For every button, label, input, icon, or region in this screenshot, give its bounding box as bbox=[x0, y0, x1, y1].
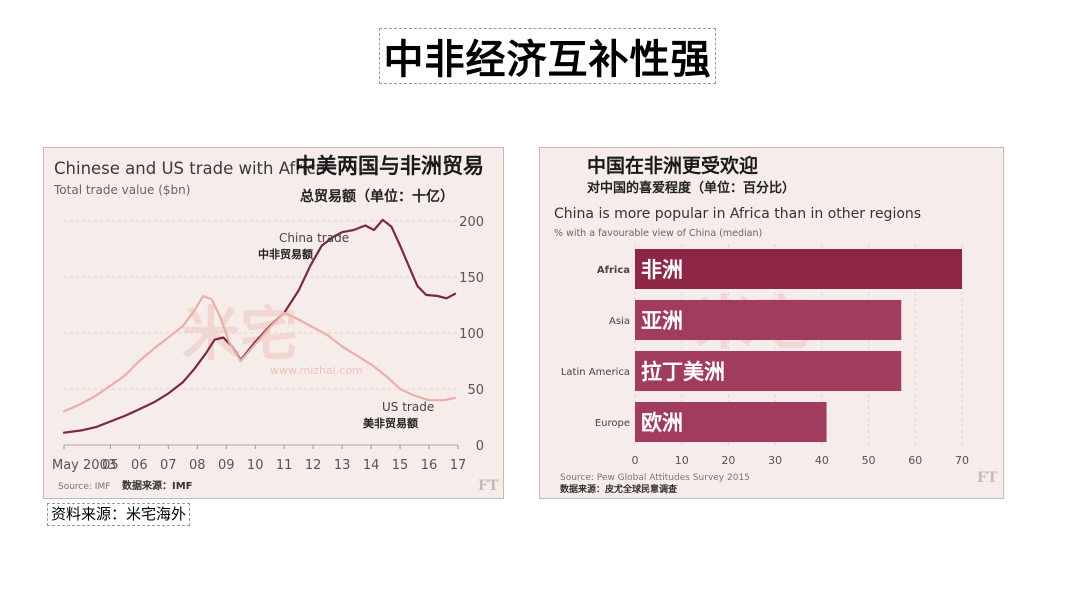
x-tick-label: 13 bbox=[334, 458, 351, 473]
y-axis-label: Total trade value ($bn) bbox=[53, 183, 190, 197]
bar-latin-america bbox=[635, 351, 902, 391]
x-tick-label: 14 bbox=[363, 458, 380, 473]
subtitle-cn: 对中国的喜爱程度（单位：百分比） bbox=[587, 180, 795, 196]
x-tick-label: 10 bbox=[675, 454, 689, 467]
x-tick-label: 40 bbox=[815, 454, 829, 467]
chart-title: Chinese and US trade with Africa bbox=[54, 159, 326, 178]
category-label-cn: 欧洲 bbox=[641, 411, 683, 435]
x-tick-label: 10 bbox=[247, 458, 264, 473]
x-tick-label: 05 bbox=[102, 458, 119, 473]
trade-line-chart: Chinese and US trade with Africa中美两国与非洲贸… bbox=[52, 154, 499, 494]
y-tick-label: 50 bbox=[467, 383, 484, 398]
series-label-china-cn: 中非贸易额 bbox=[258, 247, 313, 261]
x-tick-label: 60 bbox=[908, 454, 922, 467]
watermark: 米宅 bbox=[182, 300, 298, 368]
chart-title: China is more popular in Africa than in … bbox=[554, 206, 921, 222]
chart-subtitle: % with a favourable view of China (media… bbox=[554, 228, 762, 239]
category-label: Latin America bbox=[561, 367, 630, 378]
x-tick-label: 16 bbox=[421, 458, 438, 473]
ft-logo: FT bbox=[478, 478, 499, 494]
ft-logo: FT bbox=[977, 470, 998, 486]
x-tick-label: 12 bbox=[305, 458, 322, 473]
popularity-bar-chart-panel: 中国在非洲更受欢迎对中国的喜爱程度（单位：百分比） China is more p… bbox=[539, 147, 1004, 499]
x-tick-label: 30 bbox=[768, 454, 782, 467]
y-tick-label: 100 bbox=[459, 327, 484, 342]
source-note: Source: IMF bbox=[58, 482, 110, 492]
y-tick-label: 200 bbox=[459, 215, 484, 230]
category-label-cn: 亚洲 bbox=[641, 309, 683, 333]
series-label-us: US trade bbox=[382, 400, 434, 414]
bar-asia bbox=[635, 300, 902, 340]
x-tick-label: 17 bbox=[450, 458, 467, 473]
y-tick-label: 0 bbox=[476, 439, 484, 454]
source-note-cn: 数据来源：皮尤全球民意调查 bbox=[560, 483, 678, 495]
category-label: Europe bbox=[595, 418, 630, 429]
x-tick-label: 06 bbox=[131, 458, 148, 473]
x-tick-label: 09 bbox=[218, 458, 235, 473]
y-axis-label-cn: 总贸易额（单位：十亿） bbox=[300, 188, 454, 205]
chart-title-cn: 中美两国与非洲贸易 bbox=[295, 154, 484, 178]
source-note-cn: 数据来源：IMF bbox=[122, 479, 193, 492]
watermark-url: www.mizhai.com bbox=[270, 364, 363, 377]
bar-europe bbox=[635, 402, 827, 442]
x-tick-label: 15 bbox=[392, 458, 409, 473]
x-tick-label: 0 bbox=[632, 454, 639, 467]
series-line-us-trade bbox=[62, 294, 457, 413]
x-tick-label: 07 bbox=[160, 458, 177, 473]
x-tick-label: 20 bbox=[721, 454, 735, 467]
chart-title-cn: 中国在非洲更受欢迎 bbox=[587, 154, 758, 177]
trade-line-chart-panel: Chinese and US trade with Africa 中美两国与非洲贸… bbox=[43, 147, 504, 499]
category-label-cn: 非洲 bbox=[641, 258, 683, 282]
x-tick-label: 50 bbox=[862, 454, 876, 467]
category-label: Africa bbox=[597, 265, 630, 276]
series-label-china: China trade bbox=[279, 231, 349, 245]
x-tick-label: 11 bbox=[276, 458, 293, 473]
category-label: Asia bbox=[609, 316, 630, 327]
x-tick-label: 70 bbox=[955, 454, 969, 467]
source-caption: 资料来源：米宅海外 bbox=[47, 503, 191, 526]
bar-africa bbox=[635, 249, 962, 289]
category-label-cn: 拉丁美洲 bbox=[641, 360, 725, 384]
series-label-us-cn: 美非贸易额 bbox=[363, 416, 418, 430]
slide-title: 中非经济互补性强 bbox=[379, 28, 716, 84]
x-tick-label: 08 bbox=[189, 458, 206, 473]
x-tick-label: May 2003 bbox=[52, 458, 116, 473]
source-note: Source: Pew Global Attitudes Survey 2015 bbox=[560, 473, 750, 483]
y-tick-label: 150 bbox=[459, 271, 484, 286]
